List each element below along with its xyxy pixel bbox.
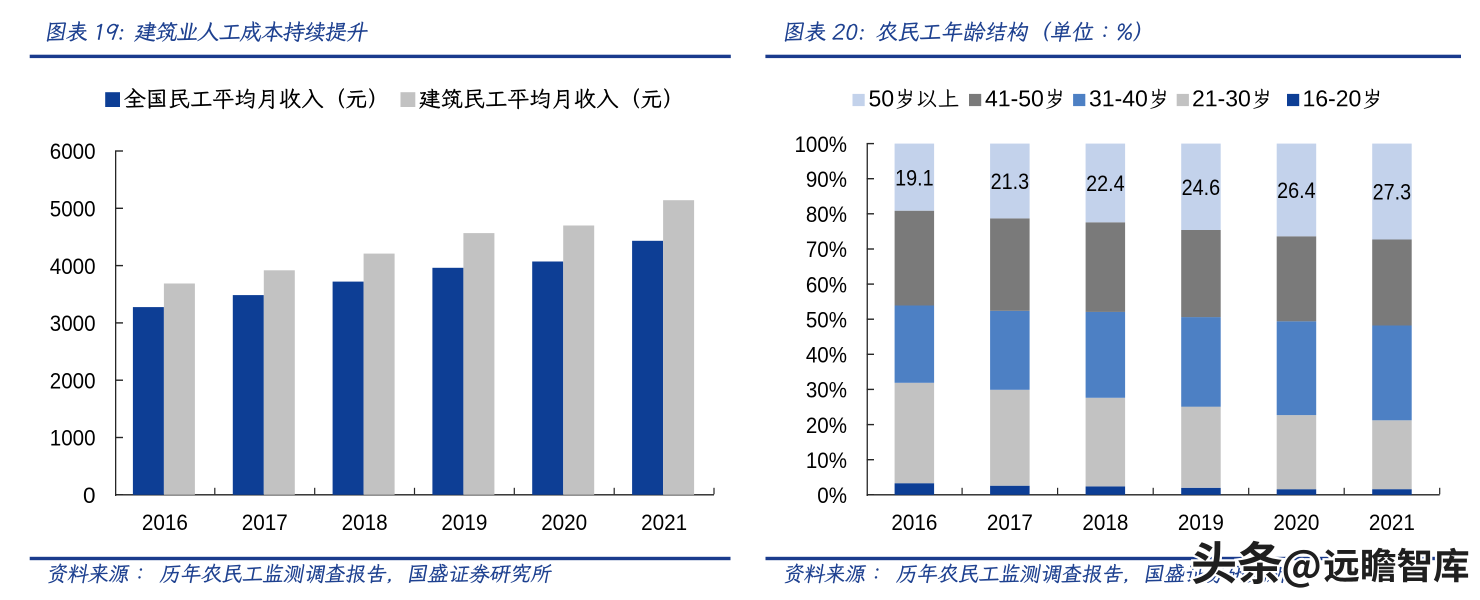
svg-text:2000: 2000 (50, 368, 96, 393)
svg-text:5000: 5000 (50, 197, 96, 222)
svg-text:50%: 50% (806, 307, 847, 332)
svg-text:19.1: 19.1 (895, 165, 934, 190)
svg-text:21.3: 21.3 (991, 169, 1030, 194)
svg-text:40%: 40% (806, 343, 847, 368)
svg-text:27.3: 27.3 (1373, 180, 1412, 205)
svg-text:100%: 100% (795, 132, 848, 157)
svg-text:70%: 70% (806, 237, 847, 262)
svg-text:90%: 90% (806, 167, 847, 192)
svg-text:2021: 2021 (641, 510, 687, 535)
svg-text:2016: 2016 (891, 510, 937, 535)
svg-text:22.4: 22.4 (1086, 171, 1125, 196)
svg-text:2020: 2020 (1273, 510, 1319, 535)
svg-text:2017: 2017 (242, 510, 288, 535)
svg-text:0%: 0% (817, 483, 847, 508)
svg-text:30%: 30% (806, 378, 847, 403)
svg-text:2018: 2018 (342, 510, 388, 535)
svg-text:80%: 80% (806, 202, 847, 227)
svg-text:26.4: 26.4 (1277, 178, 1316, 203)
svg-text:2017: 2017 (987, 510, 1033, 535)
svg-text:0: 0 (83, 483, 96, 508)
svg-text:2018: 2018 (1082, 510, 1128, 535)
svg-text:2016: 2016 (142, 510, 188, 535)
svg-text:1000: 1000 (50, 426, 96, 451)
svg-text:24.6: 24.6 (1182, 175, 1221, 200)
svg-text:60%: 60% (806, 272, 847, 297)
svg-text:2019: 2019 (1178, 510, 1224, 535)
svg-text:2020: 2020 (541, 510, 587, 535)
svg-text:20%: 20% (806, 413, 847, 438)
svg-text:3000: 3000 (50, 311, 96, 336)
svg-text:2021: 2021 (1369, 510, 1415, 535)
svg-text:4000: 4000 (50, 254, 96, 279)
svg-text:10%: 10% (806, 448, 847, 473)
svg-text:6000: 6000 (50, 139, 96, 164)
svg-text:2019: 2019 (441, 510, 487, 535)
